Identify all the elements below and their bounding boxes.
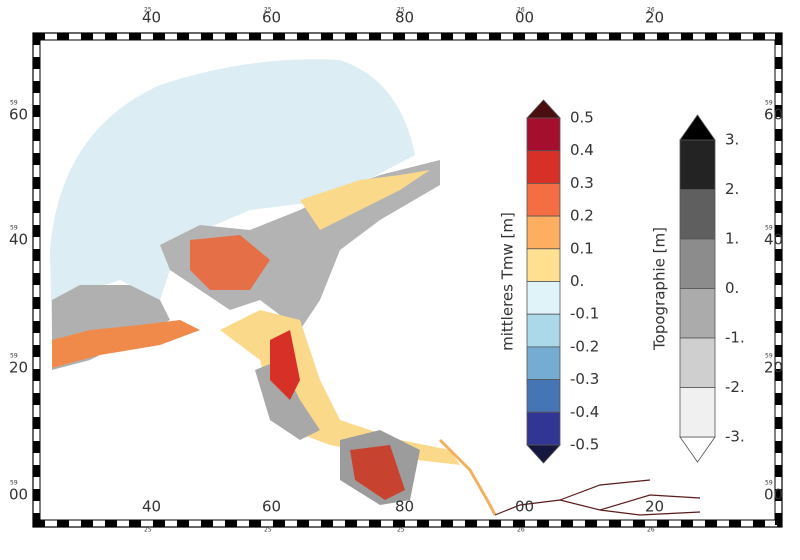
colorbar-segment: [679, 139, 716, 190]
lon-label: 00: [515, 9, 534, 27]
colorbar-label: Topographie [m]: [651, 227, 669, 351]
colorbar-tick-label: 0.2: [570, 207, 594, 225]
colorbar-tick-label: -3.: [725, 428, 745, 446]
colorbar-tick-label: 2.: [725, 180, 739, 198]
colorbar-over: [679, 114, 716, 141]
colorbar-tick-label: -0.1: [570, 305, 599, 323]
lat-label: 00: [9, 486, 28, 504]
colorbar-over: [526, 99, 561, 119]
lon-prefix: 25: [397, 7, 405, 14]
frame: [32, 32, 783, 528]
lon-prefix: 26: [517, 7, 525, 14]
lat-prefix: 59: [10, 100, 18, 107]
lon-label: 80: [395, 498, 414, 516]
lat-prefix: 59: [765, 100, 773, 107]
colorbar-segment: [526, 182, 561, 217]
colorbar-segment: [679, 337, 716, 388]
colorbar-tick-label: 0.1: [570, 239, 594, 257]
lon-prefix: 26: [647, 527, 655, 534]
map-area: [50, 59, 701, 516]
colorbar-tick-label: 0.: [570, 272, 584, 290]
lon-prefix: 26: [517, 527, 525, 534]
colorbar-segment: [526, 313, 561, 348]
colorbar-segment: [526, 281, 561, 315]
lat-label: 60: [9, 106, 28, 124]
lat-prefix: 59: [765, 480, 773, 487]
colorbar-tick-label: -0.4: [570, 403, 599, 421]
colorbar-tick-label: 0.5: [570, 109, 594, 127]
colorbar-segment: [526, 379, 561, 413]
colorbar-segment: [679, 189, 716, 240]
colorbar-segment: [526, 215, 561, 250]
lon-prefix: 25: [144, 527, 152, 534]
lat-label: 00: [764, 486, 783, 504]
colorbar-segment: [526, 411, 561, 446]
lat-label: 20: [9, 359, 28, 377]
colorbar-tick-label: -2.: [725, 378, 745, 396]
lon-label: 60: [262, 498, 281, 516]
colorbar-tick-label: -0.2: [570, 337, 599, 355]
colorbar-tick-label: 3.: [725, 131, 739, 149]
colorbar-tick-label: 1.: [725, 230, 739, 248]
lat-prefix: 59: [765, 225, 773, 232]
lat-label: 40: [764, 231, 783, 249]
lat-prefix: 59: [10, 480, 18, 487]
lon-prefix: 25: [397, 527, 405, 534]
colorbar-segment: [679, 387, 716, 438]
lat-label: 40: [9, 231, 28, 249]
colorbar-tick-label: -0.5: [570, 436, 599, 454]
lon-label: 60: [262, 9, 281, 27]
lon-label: 80: [395, 9, 414, 27]
lon-prefix: 26: [647, 7, 655, 14]
lon-prefix: 25: [144, 7, 152, 14]
lat-label: 20: [764, 359, 783, 377]
colorbar-segment: [679, 288, 716, 339]
colorbar-tick-label: 0.3: [570, 174, 594, 192]
colorbar-segment: [679, 238, 716, 289]
colorbar-segment: [526, 248, 561, 282]
colorbar-under: [526, 444, 561, 464]
colorbar-segment: [526, 150, 561, 184]
lon-label: 00: [515, 498, 534, 516]
lon-label: 40: [142, 498, 161, 516]
colorbar-segment: [526, 346, 561, 380]
colorbar-tick-label: -1.: [725, 329, 745, 347]
lat-label: 60: [764, 106, 783, 124]
colorbar-tick-label: 0.: [725, 279, 739, 297]
colorbar-tick-label: -0.3: [570, 370, 599, 388]
colorbar-label: mittleres Tmw [m]: [499, 212, 517, 351]
lon-prefix: 25: [264, 527, 272, 534]
colorbar-tick-label: 0.4: [570, 141, 594, 159]
colorbar-segment: [526, 117, 561, 152]
lat-prefix: 59: [10, 225, 18, 232]
lon-label: 20: [645, 498, 664, 516]
lat-prefix: 59: [10, 353, 18, 360]
lon-label: 20: [645, 9, 664, 27]
lat-prefix: 59: [765, 353, 773, 360]
lon-label: 40: [142, 9, 161, 27]
colorbar-under: [679, 436, 716, 463]
lon-prefix: 25: [264, 7, 272, 14]
